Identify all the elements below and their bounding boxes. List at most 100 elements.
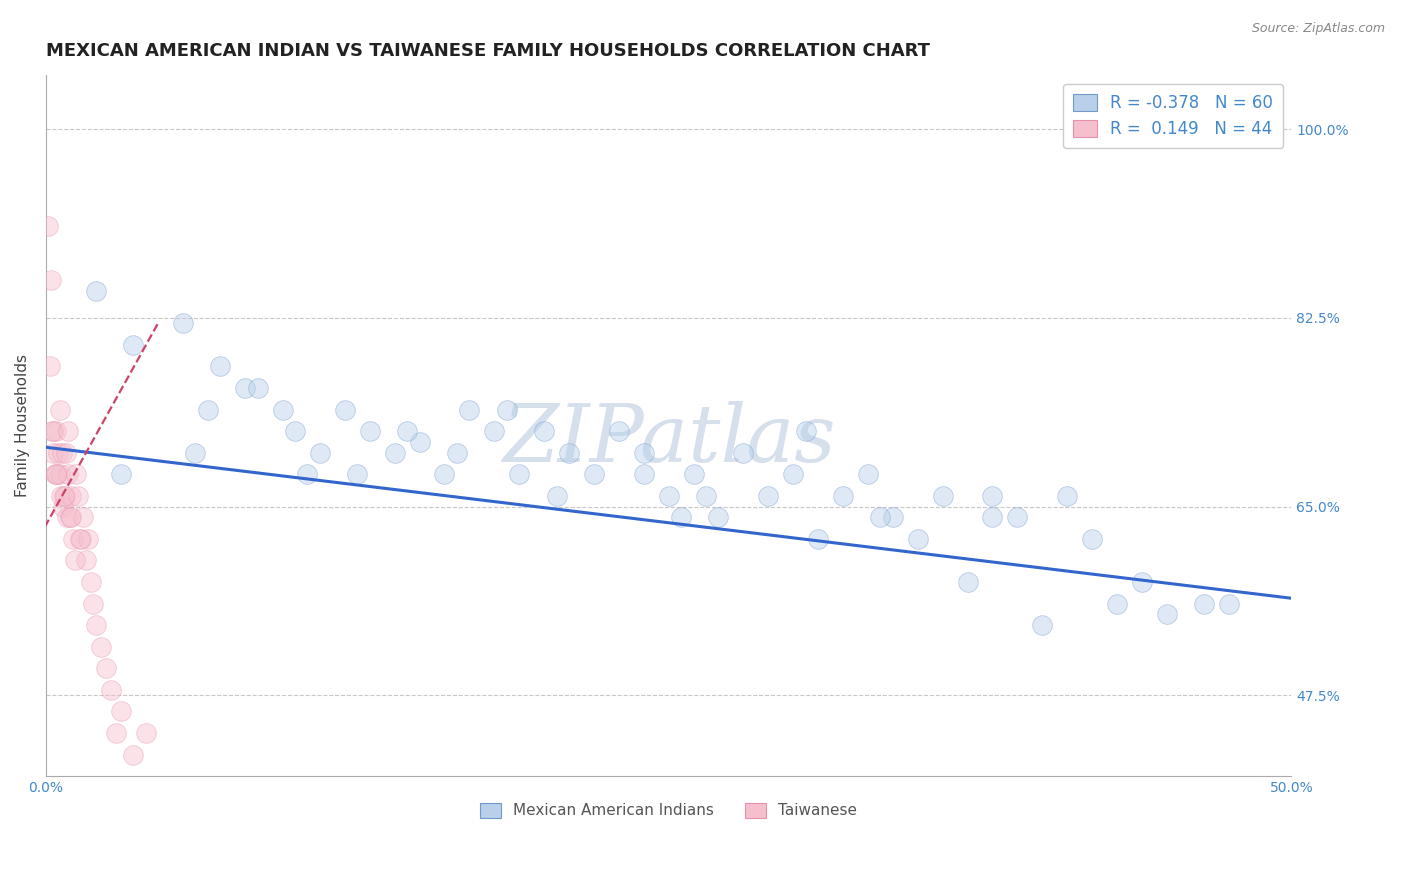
- Point: [48, 467, 70, 482]
- Point: [869, 510, 891, 524]
- Point: [72, 510, 94, 524]
- Point: [110, 705, 132, 719]
- Point: [62, 532, 84, 546]
- Point: [52, 489, 75, 503]
- Point: [633, 445, 655, 459]
- Point: [56, 510, 79, 524]
- Text: MEXICAN AMERICAN INDIAN VS TAIWANESE FAMILY HOUSEHOLDS CORRELATION CHART: MEXICAN AMERICAN INDIAN VS TAIWANESE FAM…: [46, 42, 929, 60]
- Point: [346, 467, 368, 482]
- Point: [60, 510, 83, 524]
- Point: [1031, 618, 1053, 632]
- Point: [794, 424, 817, 438]
- Point: [1156, 607, 1178, 622]
- Point: [782, 467, 804, 482]
- Point: [408, 434, 430, 449]
- Point: [37, 219, 59, 234]
- Legend: Mexican American Indians, Taiwanese: Mexican American Indians, Taiwanese: [474, 797, 863, 824]
- Point: [45, 467, 67, 482]
- Point: [1130, 575, 1153, 590]
- Point: [38, 359, 60, 374]
- Point: [1192, 597, 1215, 611]
- Point: [907, 532, 929, 546]
- Point: [458, 402, 481, 417]
- Point: [484, 424, 506, 438]
- Point: [669, 510, 692, 524]
- Point: [84, 284, 107, 298]
- Point: [39, 273, 62, 287]
- Point: [1056, 489, 1078, 503]
- Point: [931, 489, 953, 503]
- Point: [1218, 597, 1240, 611]
- Point: [284, 424, 307, 438]
- Point: [832, 489, 855, 503]
- Point: [882, 510, 904, 524]
- Point: [233, 381, 256, 395]
- Point: [297, 467, 319, 482]
- Y-axis label: Family Households: Family Households: [15, 354, 30, 497]
- Point: [533, 424, 555, 438]
- Point: [658, 489, 681, 503]
- Point: [384, 445, 406, 459]
- Point: [495, 402, 517, 417]
- Point: [546, 489, 568, 503]
- Point: [956, 575, 979, 590]
- Point: [446, 445, 468, 459]
- Point: [59, 510, 82, 524]
- Point: [75, 553, 97, 567]
- Point: [42, 445, 65, 459]
- Point: [333, 402, 356, 417]
- Point: [49, 402, 72, 417]
- Point: [56, 424, 79, 438]
- Point: [184, 445, 207, 459]
- Point: [172, 316, 194, 330]
- Point: [100, 682, 122, 697]
- Point: [756, 489, 779, 503]
- Point: [59, 489, 82, 503]
- Point: [46, 467, 69, 482]
- Point: [52, 500, 75, 514]
- Point: [65, 553, 87, 567]
- Point: [1081, 532, 1104, 546]
- Point: [65, 467, 87, 482]
- Point: [51, 445, 73, 459]
- Point: [271, 402, 294, 417]
- Point: [246, 381, 269, 395]
- Point: [48, 445, 70, 459]
- Point: [807, 532, 830, 546]
- Point: [209, 359, 232, 374]
- Point: [42, 424, 65, 438]
- Point: [733, 445, 755, 459]
- Point: [433, 467, 456, 482]
- Point: [607, 424, 630, 438]
- Point: [707, 510, 730, 524]
- Point: [84, 618, 107, 632]
- Point: [122, 747, 145, 762]
- Point: [77, 532, 100, 546]
- Point: [69, 532, 91, 546]
- Point: [58, 467, 80, 482]
- Point: [69, 532, 91, 546]
- Point: [359, 424, 381, 438]
- Point: [53, 489, 76, 503]
- Point: [633, 467, 655, 482]
- Point: [67, 489, 90, 503]
- Point: [110, 467, 132, 482]
- Point: [135, 726, 157, 740]
- Point: [856, 467, 879, 482]
- Point: [49, 489, 72, 503]
- Point: [82, 597, 104, 611]
- Text: ZIPatlas: ZIPatlas: [502, 401, 835, 478]
- Point: [682, 467, 704, 482]
- Point: [80, 575, 103, 590]
- Point: [122, 338, 145, 352]
- Point: [1007, 510, 1029, 524]
- Point: [1105, 597, 1128, 611]
- Point: [44, 467, 66, 482]
- Point: [94, 661, 117, 675]
- Point: [197, 402, 219, 417]
- Point: [396, 424, 419, 438]
- Point: [55, 445, 77, 459]
- Point: [508, 467, 530, 482]
- Point: [45, 424, 67, 438]
- Point: [90, 640, 112, 654]
